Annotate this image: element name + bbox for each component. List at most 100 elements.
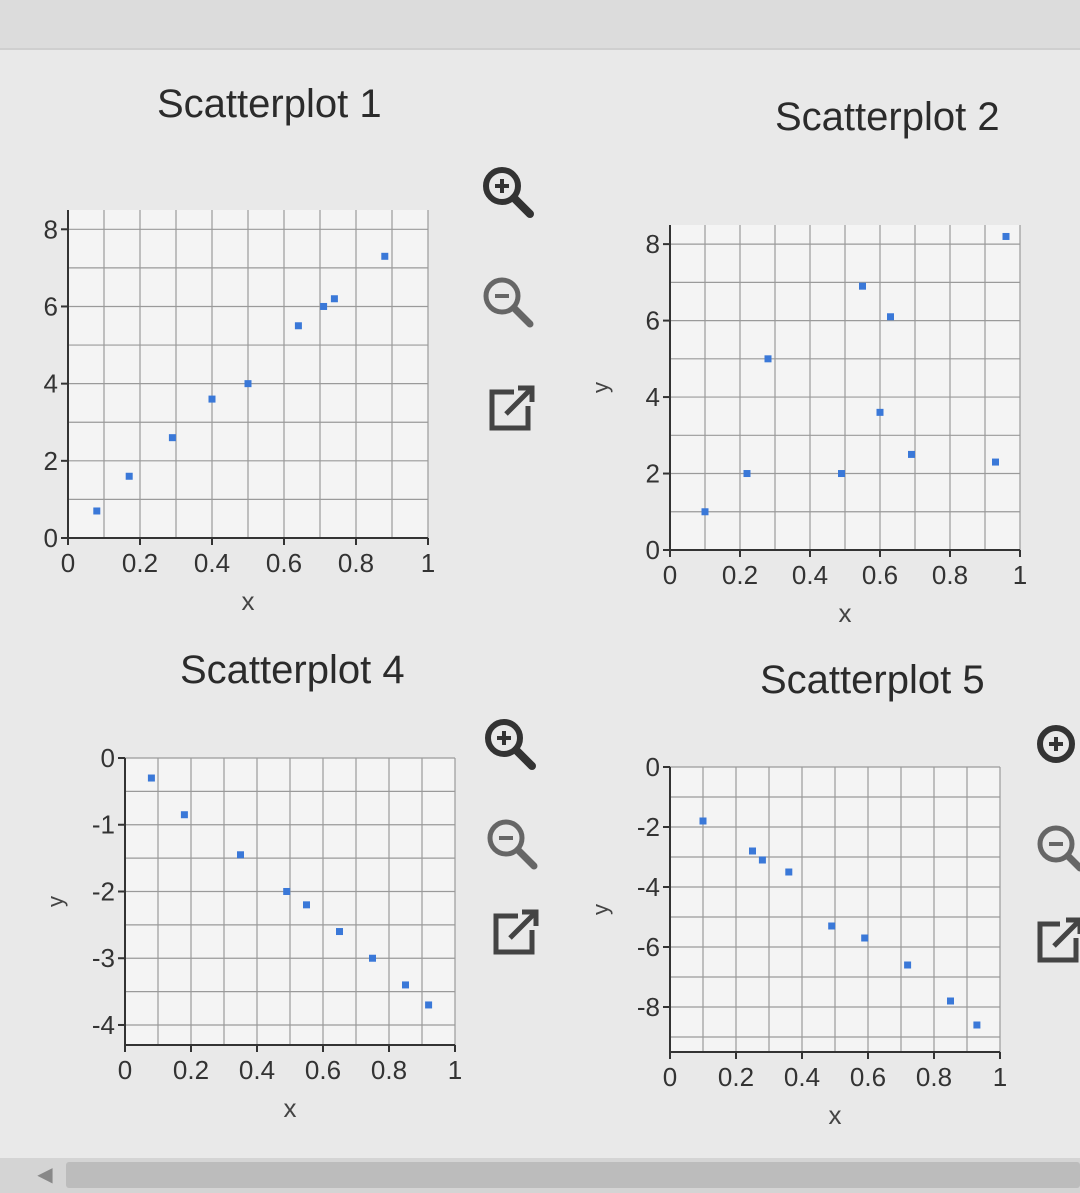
y-tick-label: 8 [646, 229, 660, 259]
y-tick-label: 4 [44, 369, 58, 399]
data-point [330, 295, 338, 303]
scatterplot-1: 0 0.2 0.4 0.6 0.8 1 0 2 4 6 8 x [20, 200, 480, 635]
data-point [381, 252, 389, 260]
x-tick-label: 0 [663, 560, 677, 590]
data-point [785, 868, 793, 876]
x-tick-label: 0 [61, 548, 75, 578]
data-point [838, 470, 845, 478]
x-tick-label: 1 [1013, 560, 1027, 590]
data-point [425, 1001, 433, 1009]
data-point [749, 847, 756, 855]
y-tick-label: 2 [44, 446, 58, 476]
x-axis-label: x [839, 598, 852, 628]
browser-top-strip [0, 0, 1080, 50]
y-tick-label: 0 [646, 535, 660, 565]
x-tick-label: 0.4 [194, 548, 230, 578]
y-tick-label: -2 [637, 812, 660, 842]
data-point [699, 817, 707, 825]
x-tick-label: 0.6 [305, 1055, 341, 1085]
open-new-window-icon[interactable] [1030, 910, 1080, 974]
data-point [294, 322, 302, 330]
y-tick-label: 0 [101, 743, 115, 773]
chart-title: Scatterplot 4 [180, 648, 405, 692]
x-tick-label: 0.4 [239, 1055, 275, 1085]
data-point [701, 508, 709, 516]
zoom-out-icon[interactable] [1030, 818, 1080, 882]
chart-title: Scatterplot 5 [760, 658, 985, 702]
data-point [859, 282, 866, 290]
data-point [125, 472, 133, 480]
y-tick-label: -6 [637, 932, 660, 962]
x-axis-label: x [284, 1093, 297, 1123]
x-tick-label: 0 [118, 1055, 132, 1085]
data-point [947, 997, 954, 1005]
data-point [283, 887, 291, 895]
data-point [320, 302, 328, 310]
x-tick-label: 0.8 [916, 1062, 952, 1092]
y-tick-label: 6 [44, 291, 58, 321]
data-point [1002, 232, 1010, 240]
zoom-in-icon[interactable] [476, 160, 540, 224]
y-tick-label: -1 [92, 810, 115, 840]
data-point [369, 954, 376, 962]
y-axis-label: y [588, 904, 613, 915]
open-new-window-icon[interactable] [482, 902, 546, 966]
data-point [828, 922, 836, 930]
data-point [973, 1021, 981, 1029]
x-tick-label: 0.4 [792, 560, 828, 590]
data-point [861, 934, 869, 942]
scrollbar-thumb[interactable] [66, 1162, 1080, 1188]
x-tick-label: 1 [448, 1055, 462, 1085]
x-tick-label: 0.8 [371, 1055, 407, 1085]
chart-title: Scatterplot 2 [775, 95, 1000, 139]
chart-title: Scatterplot 1 [157, 82, 382, 126]
y-tick-label: 2 [646, 459, 660, 489]
data-point [887, 313, 894, 321]
scatterplot-4: 0 0.2 0.4 0.6 0.8 1 0 -1 -2 -3 -4 x y [40, 743, 480, 1133]
data-point [336, 928, 343, 936]
data-point [743, 470, 751, 478]
data-point [208, 395, 216, 403]
x-tick-label: 0.6 [266, 548, 302, 578]
y-tick-label: 8 [44, 214, 58, 244]
data-point [168, 434, 176, 442]
x-axis-label: x [242, 586, 255, 616]
data-point [147, 774, 155, 782]
data-point [764, 355, 772, 363]
data-point [908, 450, 915, 458]
data-point [237, 851, 244, 859]
x-tick-label: 0.4 [784, 1062, 820, 1092]
y-tick-label: 0 [44, 523, 58, 553]
x-axis-label: x [829, 1100, 842, 1130]
data-point [992, 458, 999, 466]
zoom-out-icon[interactable] [476, 270, 540, 334]
x-tick-label: 0.2 [122, 548, 158, 578]
y-axis-label: y [43, 896, 68, 907]
zoom-in-icon[interactable] [1030, 718, 1080, 782]
y-tick-label: 0 [646, 752, 660, 782]
zoom-out-icon[interactable] [480, 812, 544, 876]
open-new-window-icon[interactable] [478, 378, 542, 442]
x-tick-label: 1 [993, 1062, 1007, 1092]
y-tick-label: 4 [646, 382, 660, 412]
x-tick-label: 0.2 [718, 1062, 754, 1092]
data-point [876, 408, 884, 416]
data-point [303, 901, 310, 909]
x-tick-label: 0.8 [932, 560, 968, 590]
data-point [904, 961, 912, 969]
x-tick-label: 0.8 [338, 548, 374, 578]
y-tick-label: 6 [646, 306, 660, 336]
zoom-in-icon[interactable] [478, 712, 542, 776]
scatterplot-2: 0 0.2 0.4 0.6 0.8 1 0 2 4 6 8 x y [588, 210, 1060, 645]
x-tick-label: 0.6 [862, 560, 898, 590]
scroll-left-icon[interactable]: ◀ [37, 1164, 53, 1186]
x-tick-label: 0 [663, 1062, 677, 1092]
x-tick-label: 0.6 [850, 1062, 886, 1092]
x-tick-label: 1 [421, 548, 435, 578]
data-point [758, 856, 766, 864]
y-axis-label: y [588, 382, 613, 393]
data-point [244, 380, 252, 388]
x-tick-label: 0.2 [173, 1055, 209, 1085]
y-tick-label: -4 [637, 872, 660, 902]
data-point [93, 507, 101, 515]
